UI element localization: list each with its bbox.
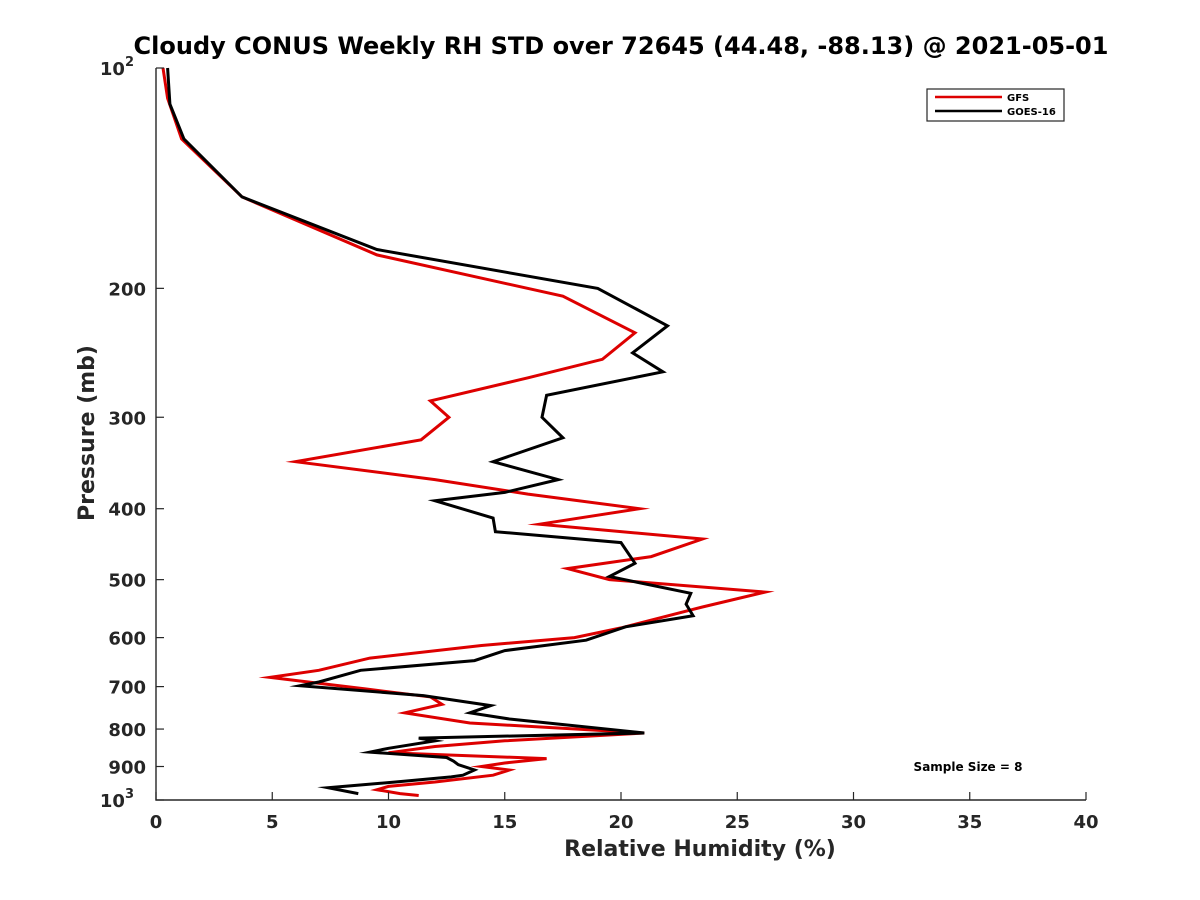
y-tick-label: 300 <box>108 408 146 429</box>
x-tick-label: 40 <box>1073 812 1098 833</box>
y-tick-label: 103 <box>100 787 134 812</box>
x-tick-label: 0 <box>150 812 163 833</box>
legend: GFS GOES-16 <box>926 88 1065 122</box>
legend-label: GOES-16 <box>1007 107 1056 118</box>
x-tick-label: 5 <box>266 812 279 833</box>
x-tick-label: 35 <box>957 812 982 833</box>
chart-title: Cloudy CONUS Weekly RH STD over 72645 (4… <box>134 32 1109 60</box>
y-tick-label: 500 <box>108 571 146 592</box>
x-tick-label: 20 <box>608 812 633 833</box>
legend-label: GFS <box>1007 93 1029 104</box>
y-tick-label: 900 <box>108 758 146 779</box>
sample-size-annotation: Sample Size = 8 <box>914 760 1023 774</box>
x-axis-label: Relative Humidity (%) <box>564 837 836 862</box>
y-axis-label: Pressure (mb) <box>75 345 100 521</box>
x-tick-label: 30 <box>841 812 866 833</box>
legend-box <box>926 88 1065 122</box>
x-tick-label: 25 <box>725 812 750 833</box>
y-tick-label: 102 <box>100 55 134 80</box>
axis-lines <box>155 68 1086 801</box>
x-tick-label: 15 <box>492 812 517 833</box>
y-tick-label: 700 <box>108 678 146 699</box>
series-line-goes-16 <box>166 67 696 796</box>
x-tick-label: 10 <box>376 812 401 833</box>
plot-area <box>161 67 775 797</box>
y-tick-label: 800 <box>108 720 146 741</box>
y-tick-label: 200 <box>108 279 146 300</box>
series-line-gfs <box>161 67 775 797</box>
y-tick-label: 400 <box>108 500 146 521</box>
y-tick-label: 600 <box>108 629 146 650</box>
y-axis: 102 200 300 400 500 600 700 800 900 103 <box>100 55 164 812</box>
x-axis: 0 5 10 15 20 25 30 35 40 <box>150 68 1099 833</box>
